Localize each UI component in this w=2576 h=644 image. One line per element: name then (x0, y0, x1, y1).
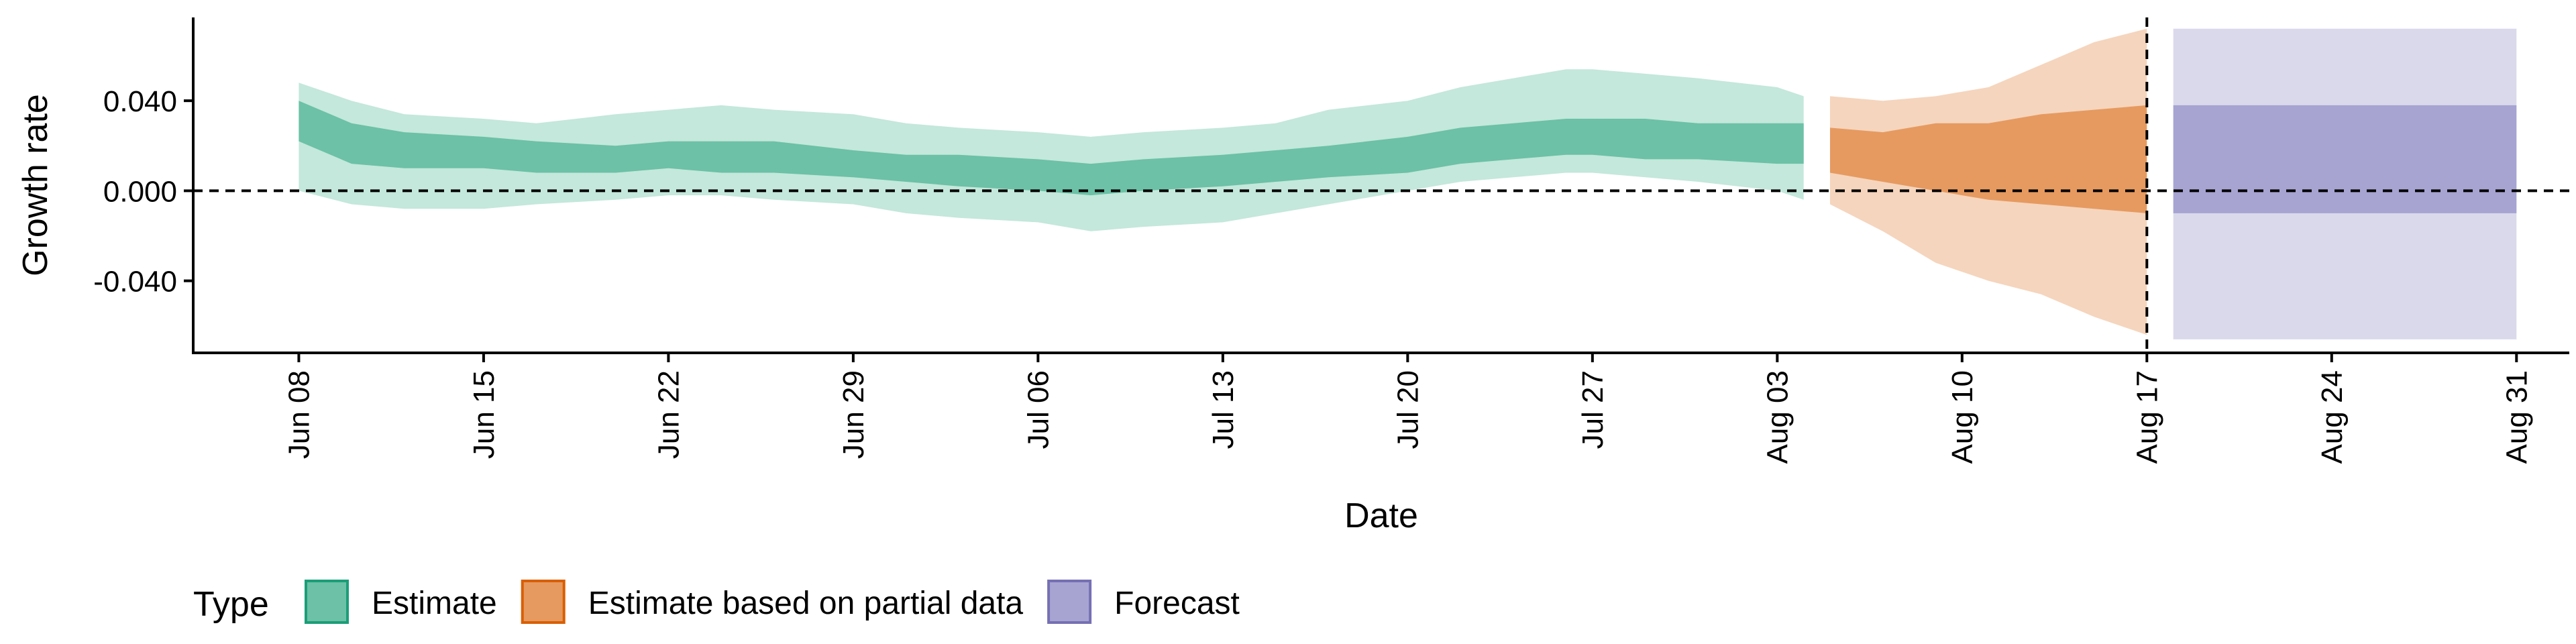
legend-label-forecast: Forecast (1114, 586, 1240, 621)
x-axis-title: Date (1344, 496, 1418, 535)
legend: Type Estimate Estimate based on partial d… (193, 580, 1240, 624)
x-tick-label: Jul 06 (1022, 370, 1055, 449)
x-tick-label: Jun 08 (282, 370, 315, 459)
x-tick-label: Jun 29 (837, 370, 870, 459)
x-tick-label: Aug 31 (2500, 370, 2533, 464)
x-tick-label: Jun 22 (652, 370, 685, 459)
legend-label-estimate-based-on-partial-data: Estimate based on partial data (588, 586, 1024, 621)
x-tick-label: Aug 10 (1946, 370, 1979, 464)
estimate-inner-band (299, 101, 1804, 196)
y-tick-label: -0.040 (93, 266, 177, 299)
x-ticks: Jun 08 Jun 15 Jun 22 Jun 29 Jul 06 Jul 13 Jul … (282, 353, 2533, 464)
legend-key-estimate-based-on-partial-data (521, 580, 566, 624)
y-tick-label: 0.040 (103, 85, 177, 118)
y-axis-title: Growth rate (16, 94, 55, 276)
estimate-based-on-partial-data-inner-band (1830, 105, 2147, 213)
x-tick-label: Jul 27 (1576, 370, 1609, 449)
x-tick-label: Aug 03 (1761, 370, 1794, 464)
x-tick-label: Aug 17 (2131, 370, 2163, 464)
legend-key-forecast (1047, 580, 1092, 624)
axes (192, 17, 2569, 354)
x-tick-label: Jul 13 (1207, 370, 1240, 449)
legend-title: Type (193, 585, 269, 624)
x-tick-label: Jun 15 (468, 370, 500, 459)
legend-key-estimate (305, 580, 349, 624)
estimate-outer-band (299, 69, 1804, 231)
plot-area (193, 17, 2569, 353)
y-ticks: 0.040 0.000 -0.040 (93, 85, 193, 299)
x-tick-label: Aug 24 (2316, 370, 2349, 464)
x-tick-label: Jul 20 (1391, 370, 1424, 449)
legend-label-estimate: Estimate (372, 586, 497, 621)
y-tick-label: 0.000 (103, 175, 177, 208)
forecast-inner-band (2173, 105, 2517, 213)
